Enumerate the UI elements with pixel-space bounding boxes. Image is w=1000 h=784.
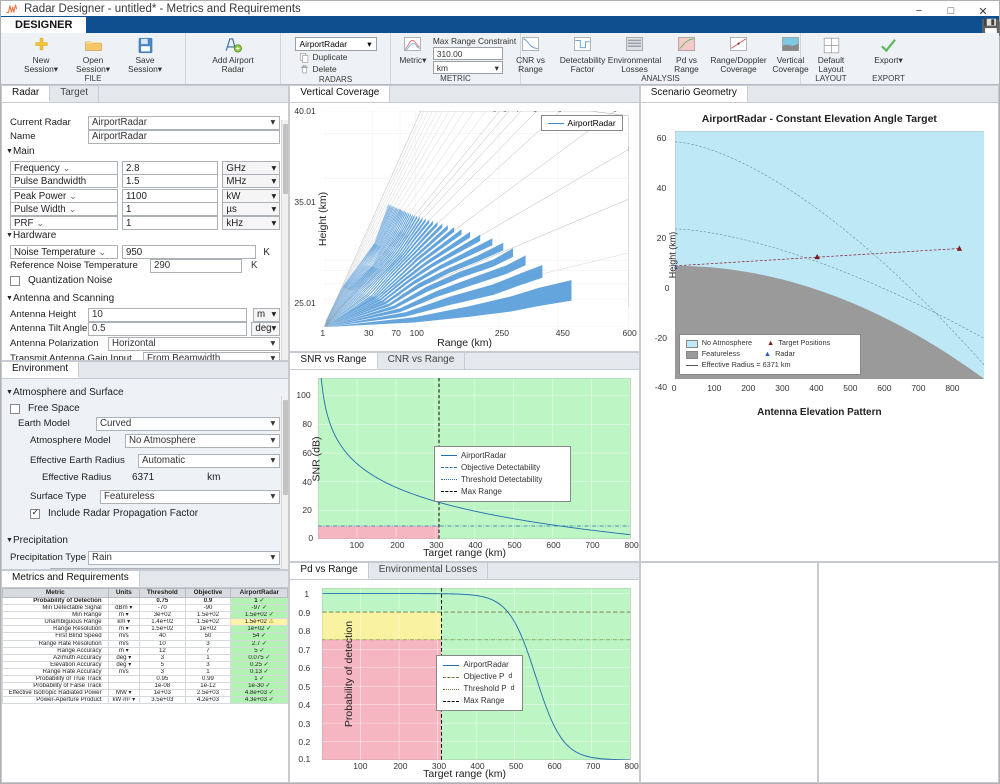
svg-text:3°: 3° [628, 147, 629, 153]
svg-text:9°: 9° [493, 111, 498, 114]
svg-text:4°: 4° [614, 111, 619, 114]
svg-text:6°: 6° [534, 111, 539, 114]
svg-text:5°: 5° [558, 111, 563, 114]
svg-text:8°: 8° [504, 111, 509, 114]
svg-text:7°: 7° [517, 111, 522, 114]
